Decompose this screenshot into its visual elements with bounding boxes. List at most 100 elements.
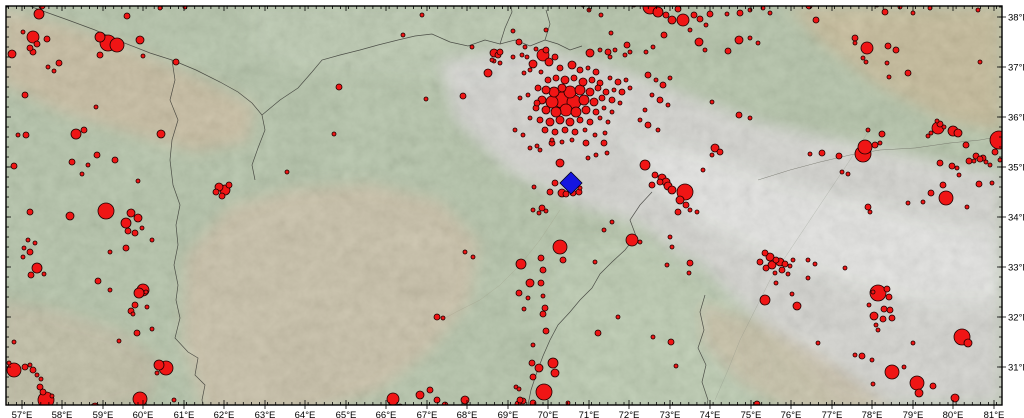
earthquake-marker	[772, 270, 778, 276]
earthquake-marker	[878, 130, 886, 138]
earthquake-marker	[542, 327, 550, 335]
earthquake-marker	[637, 239, 643, 245]
earthquake-marker	[27, 362, 33, 368]
earthquake-marker	[953, 128, 963, 138]
earthquake-marker	[598, 12, 604, 18]
earthquake-marker	[536, 210, 542, 216]
lat-axis-label: 35°N	[1008, 163, 1024, 174]
earthquake-marker	[544, 57, 554, 67]
lon-axis-label: 69°E	[498, 410, 519, 418]
earthquake-marker	[673, 363, 679, 369]
earthquake-marker	[541, 304, 549, 312]
earthquake-marker	[625, 233, 639, 247]
earthquake-marker	[545, 117, 555, 127]
earthquake-marker	[522, 44, 528, 50]
earthquake-marker	[594, 329, 602, 337]
lon-axis-label: 78°E	[862, 410, 883, 418]
earthquake-marker	[552, 239, 568, 255]
earthquake-marker	[929, 382, 937, 390]
earthquake-marker	[559, 103, 573, 117]
earthquake-marker	[544, 76, 552, 84]
earthquake-marker	[656, 96, 664, 104]
earthquake-marker	[415, 390, 425, 400]
earthquake-marker	[109, 37, 125, 53]
earthquake-marker	[55, 59, 63, 67]
earthquake-marker	[6, 360, 12, 366]
earthquake-marker	[842, 265, 848, 271]
earthquake-marker	[939, 181, 947, 189]
earthquake-marker	[497, 60, 503, 66]
earthquake-marker	[212, 188, 220, 196]
river-helmand	[444, 209, 561, 319]
earthquake-marker	[975, 180, 983, 188]
earthquake-marker	[442, 412, 448, 418]
earthquake-marker	[156, 129, 166, 139]
earthquake-marker	[706, 10, 714, 18]
earthquake-marker	[880, 305, 888, 313]
earthquake-marker	[26, 44, 34, 52]
border-turkmen-iran	[28, 6, 266, 181]
earthquake-marker	[818, 149, 826, 157]
earthquake-marker	[93, 151, 101, 159]
earthquake-marker	[602, 130, 608, 136]
earthquake-marker	[687, 207, 693, 213]
earthquake-marker	[541, 126, 549, 134]
earthquake-marker	[594, 84, 602, 92]
earthquake-marker	[607, 54, 613, 60]
earthquake-marker	[524, 54, 530, 60]
earthquake-marker	[36, 383, 44, 391]
earthquake-marker	[870, 289, 876, 295]
earthquake-marker	[22, 131, 30, 139]
lon-axis-label: 59°E	[93, 410, 114, 418]
earthquake-marker	[65, 211, 75, 221]
earthquake-marker	[520, 132, 526, 138]
earthquake-marker	[687, 27, 693, 33]
earthquake-marker	[839, 169, 845, 175]
earthquake-marker	[858, 352, 866, 360]
earthquake-marker	[567, 60, 577, 70]
earthquake-marker	[650, 334, 656, 340]
earthquake-marker	[789, 291, 795, 297]
earthquake-marker	[805, 275, 811, 281]
earthquake-marker	[614, 78, 622, 86]
earthquake-marker	[172, 58, 180, 66]
earthquake-marker	[543, 27, 549, 33]
earthquake-marker	[928, 130, 934, 136]
earthquake-marker	[901, 364, 907, 370]
earthquake-marker	[936, 159, 944, 167]
earthquake-marker	[773, 280, 779, 286]
earthquake-marker	[884, 364, 900, 380]
earthquake-marker	[860, 55, 866, 61]
earthquake-marker	[611, 87, 617, 93]
earthquake-marker	[517, 95, 523, 101]
earthquake-marker	[593, 152, 599, 158]
earthquake-marker	[528, 59, 538, 69]
earthquake-marker	[537, 254, 545, 262]
earthquake-marker	[778, 266, 786, 274]
earthquake-marker	[710, 143, 720, 153]
earthquake-marker	[696, 15, 704, 23]
earthquake-marker	[971, 158, 977, 164]
earthquake-marker	[852, 40, 858, 46]
lat-axis-label: 33°N	[1008, 263, 1024, 274]
earthquake-marker	[21, 91, 29, 99]
earthquake-marker	[284, 169, 290, 175]
earthquake-marker	[756, 258, 764, 266]
earthquake-marker	[649, 92, 655, 98]
earthquake-marker	[962, 141, 970, 149]
earthquake-marker	[617, 100, 623, 106]
earthquake-marker	[527, 67, 533, 73]
earthquake-marker	[597, 115, 603, 121]
earthquake-marker	[601, 105, 607, 111]
earthquake-marker	[709, 99, 715, 105]
earthquake-marker	[755, 40, 761, 46]
earthquake-marker	[753, 400, 761, 405]
lon-axis-label: 61°E	[174, 410, 195, 418]
earthquake-marker	[569, 137, 575, 143]
lon-axis-label: 65°E	[336, 410, 357, 418]
earthquake-marker	[94, 277, 102, 285]
earthquake-marker	[702, 47, 708, 53]
earthquake-marker	[892, 46, 900, 54]
earthquake-marker	[419, 12, 425, 18]
lon-axis-label: 63°E	[255, 410, 276, 418]
